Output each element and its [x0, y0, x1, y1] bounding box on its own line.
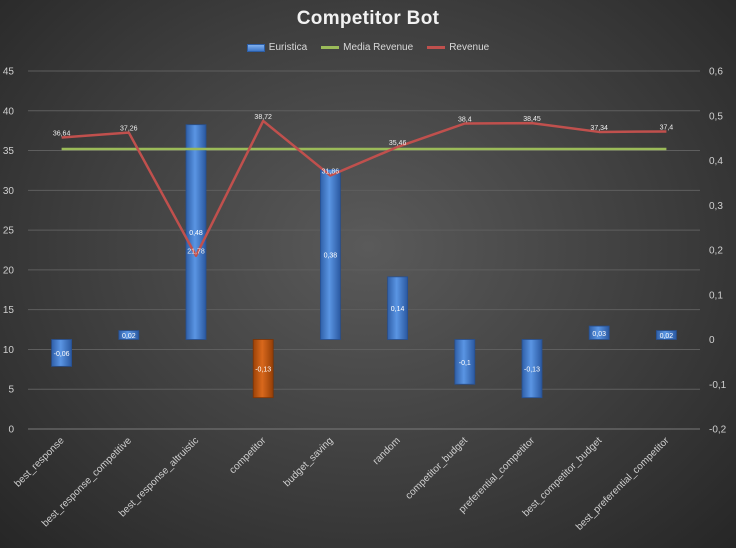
- x-category-label: random: [371, 435, 403, 467]
- x-category-label: competitor_budget: [404, 435, 471, 502]
- bar-data-label: 0,02: [660, 333, 674, 340]
- x-category-label: preferential_competitor: [457, 435, 538, 516]
- y-right-tick-label: 0,6: [709, 67, 723, 78]
- bar-competitor_budget: [454, 339, 476, 385]
- y-left-tick-label: 40: [3, 106, 15, 117]
- bar-data-label: -0,06: [54, 351, 70, 358]
- y-left-tick-label: 25: [3, 226, 15, 237]
- y-right-tick-label: 0,4: [709, 156, 723, 167]
- bar-data-label: -0,13: [255, 367, 271, 374]
- y-left-tick-label: 20: [3, 265, 15, 276]
- y-right-tick-label: -0,2: [709, 425, 727, 436]
- y-left-tick-label: 0: [8, 425, 14, 436]
- y-left-tick-label: 45: [3, 67, 15, 78]
- y-right-tick-label: -0,1: [709, 380, 727, 391]
- chart-title: Competitor Bot: [296, 8, 440, 29]
- legend-label-revenue: Revenue: [449, 42, 490, 53]
- legend-swatch-revenue: [427, 46, 446, 49]
- revenue-data-label: 21,78: [187, 249, 205, 256]
- legend-item-media-revenue: Media Revenue: [321, 42, 413, 53]
- legend-item-revenue: Revenue: [427, 42, 489, 53]
- bar-data-label: 0,38: [324, 252, 338, 259]
- x-category-label: competitor: [228, 435, 269, 476]
- bar-best_competitor_budget: [588, 325, 610, 340]
- revenue-data-label: 38,45: [523, 116, 541, 123]
- revenue-data-label: 38,4: [458, 117, 472, 124]
- revenue-data-label: 35,46: [389, 140, 407, 147]
- y-left-tick-label: 5: [8, 385, 14, 396]
- line-revenue: [61, 119, 667, 257]
- y-left-tick-label: 15: [3, 305, 15, 316]
- revenue-data-label: 31,86: [322, 169, 340, 176]
- y-right-tick-label: 0,3: [709, 201, 723, 212]
- bar-preferential_competitor: [521, 339, 543, 399]
- legend-label-euristica: Euristica: [268, 42, 308, 53]
- legend-swatch-media-revenue: [321, 46, 340, 49]
- bar-data-label: 0,14: [391, 306, 405, 313]
- revenue-data-label: 37,4: [660, 124, 674, 131]
- y-right-tick-label: 0,1: [709, 290, 723, 301]
- legend-swatch-euristica: [246, 43, 265, 52]
- x-category-label: budget_saving: [282, 435, 336, 489]
- y-right-tick-label: 0: [709, 335, 715, 346]
- y-left-tick-label: 35: [3, 146, 15, 157]
- bar-budget_saving: [319, 169, 341, 340]
- legend: Euristica Media Revenue Revenue: [0, 42, 736, 53]
- bar-best_preferential_competitor: [656, 330, 677, 340]
- revenue-data-label: 37,26: [120, 126, 138, 133]
- bar-best_response_altruistic: [185, 124, 207, 340]
- bar-data-label: 0,48: [189, 230, 203, 237]
- revenue-data-label: 37,34: [590, 125, 608, 132]
- bar-random: [387, 276, 409, 340]
- legend-label-media-revenue: Media Revenue: [343, 42, 414, 53]
- bar-data-label: -0,13: [524, 367, 540, 374]
- y-right-tick-label: 0,2: [709, 246, 723, 257]
- x-category-label: best_response_altruistic: [117, 435, 201, 519]
- revenue-data-label: 38,72: [254, 114, 272, 121]
- y-left-tick-label: 30: [3, 186, 15, 197]
- bar-data-label: 0,02: [122, 333, 136, 340]
- bar-data-label: -0,1: [459, 360, 471, 367]
- bar-best_response_competitive: [118, 330, 140, 340]
- y-left-tick-label: 10: [3, 345, 15, 356]
- legend-item-euristica: Euristica: [246, 42, 308, 53]
- bar-data-label: 0,03: [592, 331, 606, 338]
- x-category-label: best_response: [13, 435, 67, 489]
- bar-competitor: [252, 339, 274, 399]
- bar-best_response: [51, 339, 72, 367]
- y-right-tick-label: 0,5: [709, 111, 723, 122]
- revenue-data-label: 36,64: [53, 131, 71, 138]
